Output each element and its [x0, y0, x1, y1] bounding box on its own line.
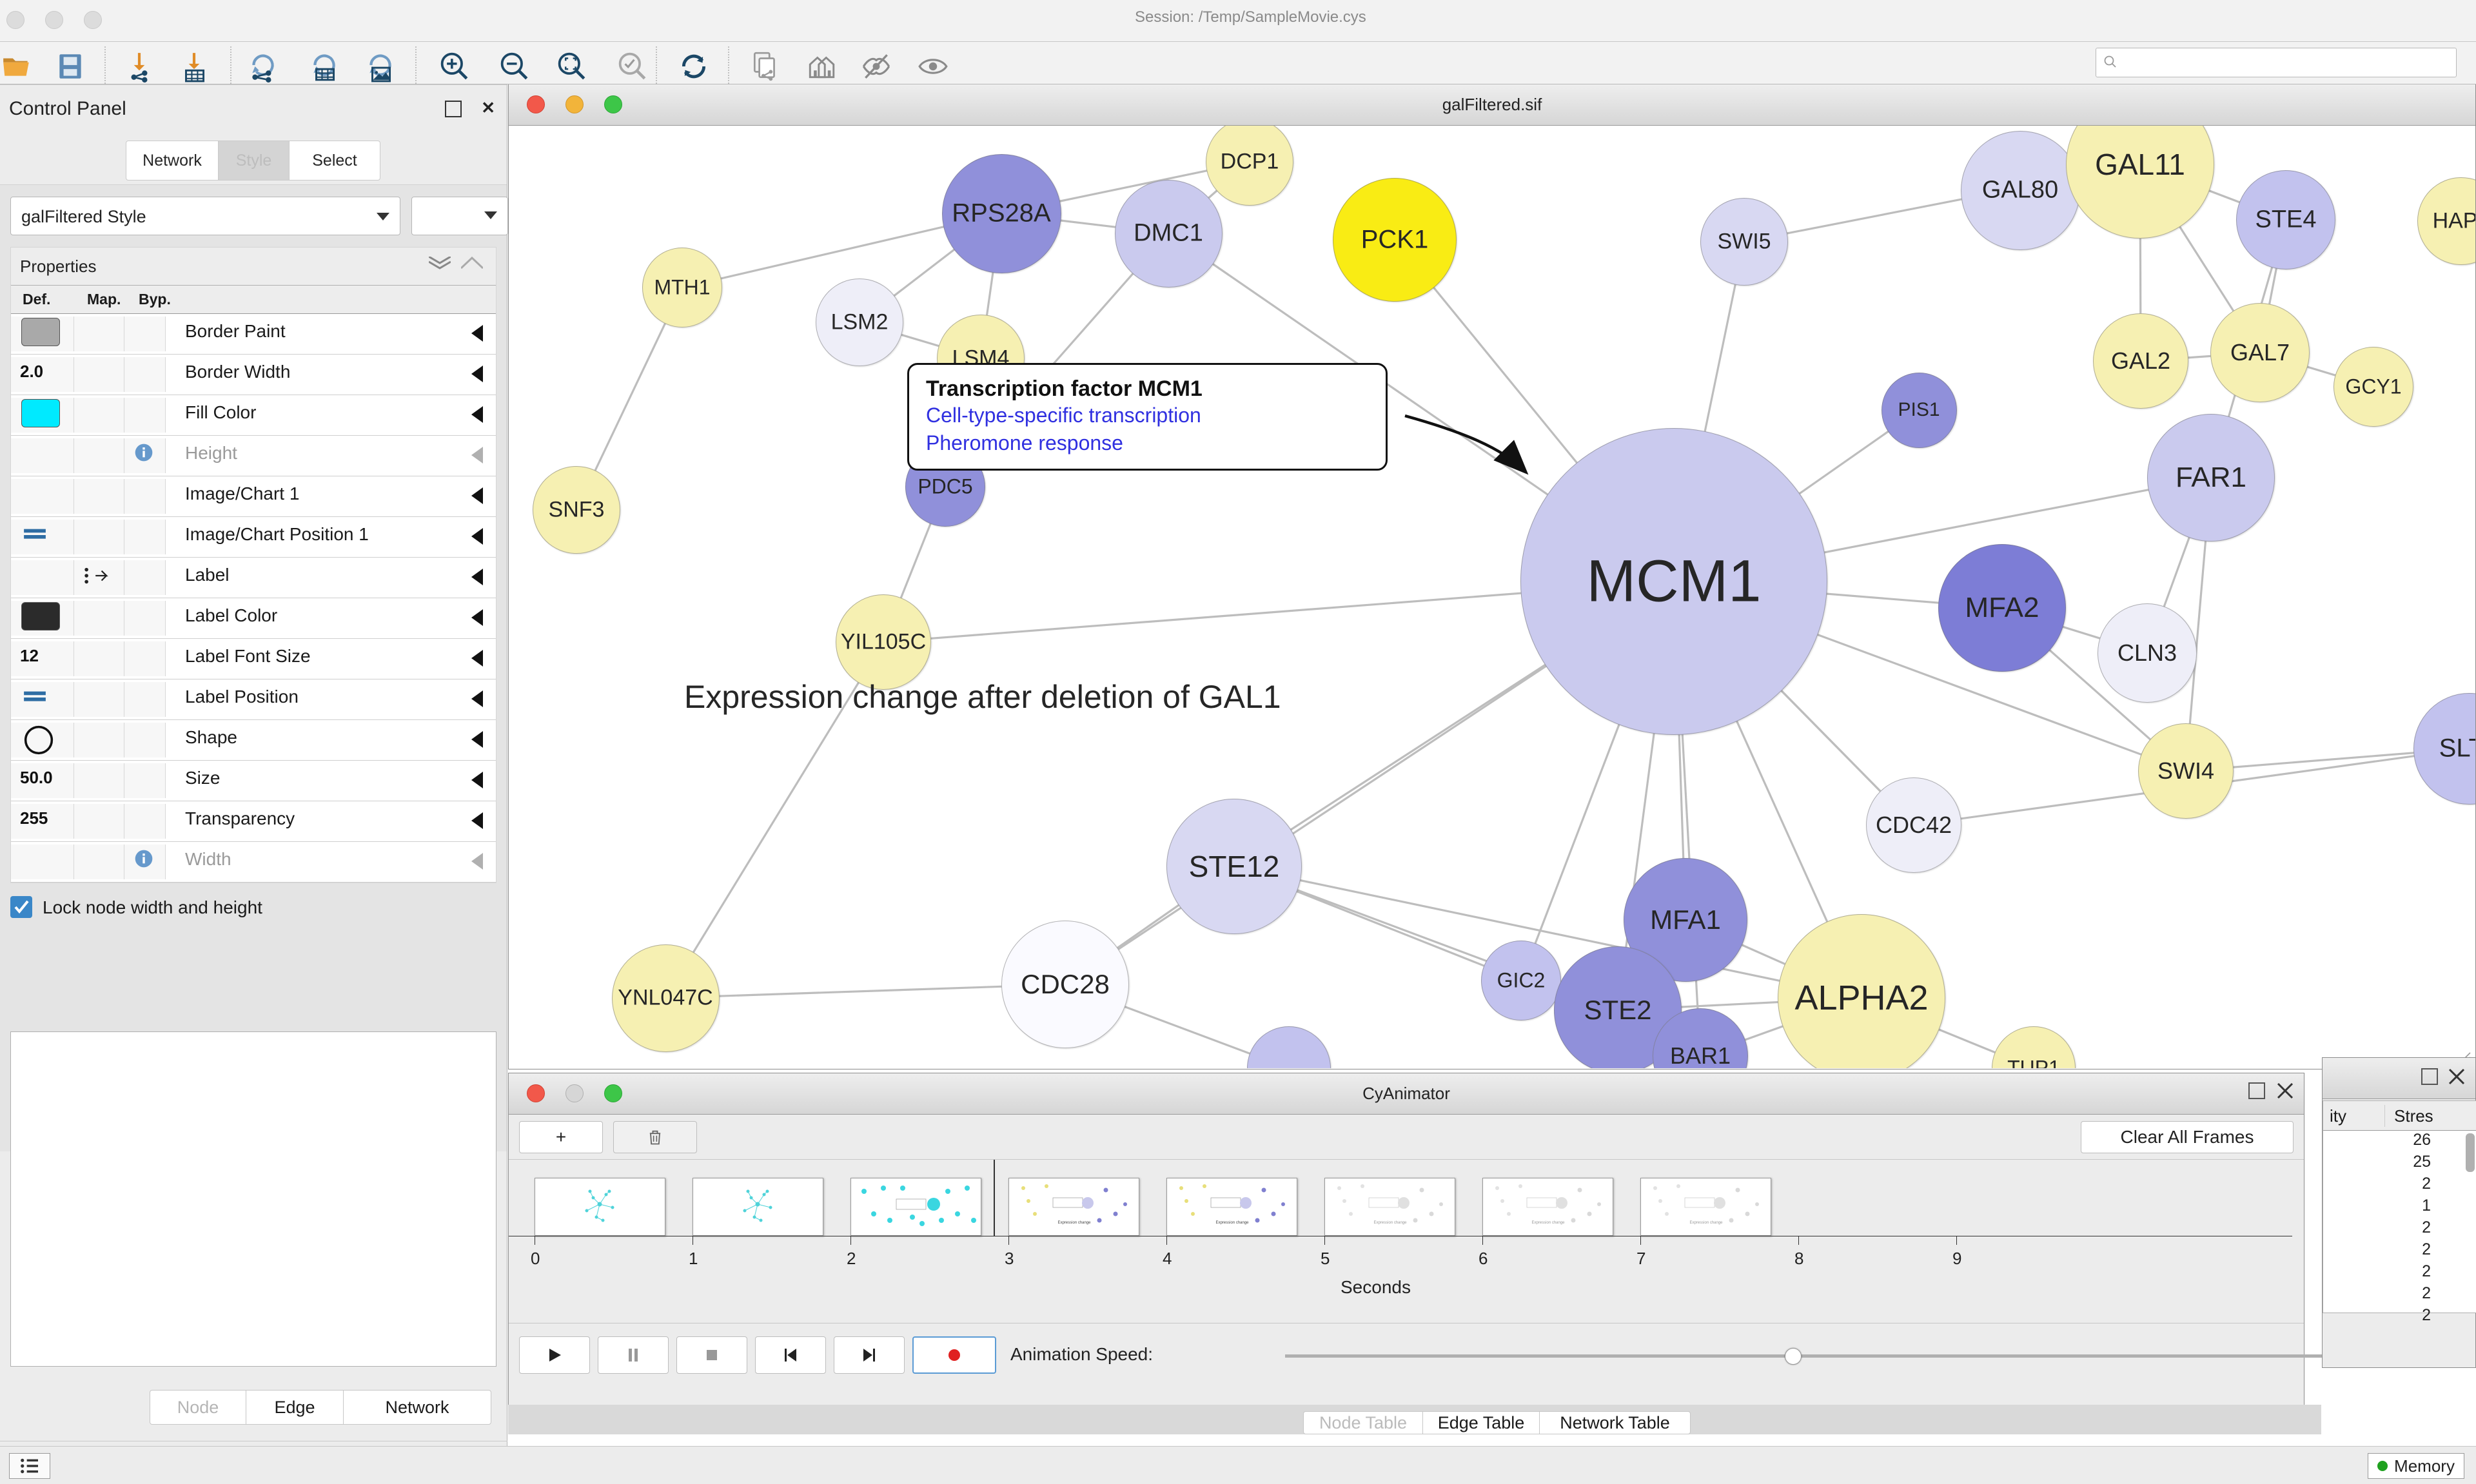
svg-text:Expression change: Expression change: [1215, 1221, 1249, 1225]
svg-text:Expression change: Expression change: [1689, 1221, 1723, 1225]
svg-text:Expression change: Expression change: [1057, 1221, 1091, 1225]
svg-text:Expression change: Expression change: [1531, 1221, 1565, 1225]
svg-text:Expression change: Expression change: [1373, 1221, 1407, 1225]
